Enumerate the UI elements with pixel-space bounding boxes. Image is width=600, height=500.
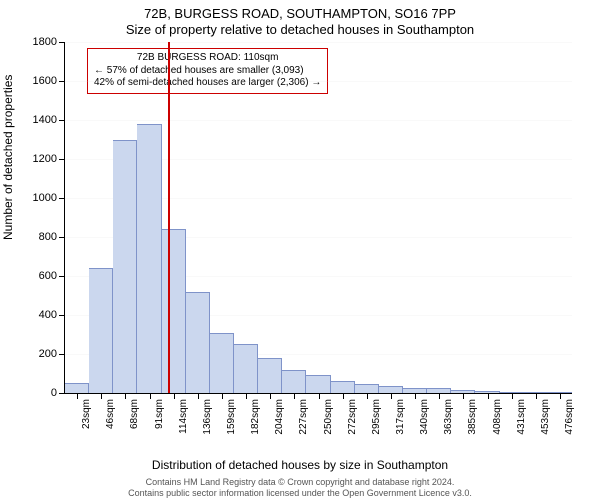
y-tick-label: 800 [39,231,57,243]
x-tick [536,393,537,399]
y-tick-label: 200 [39,348,57,360]
bar [282,370,306,393]
x-tick [343,393,344,399]
gridline [65,81,572,82]
y-tick-label: 1000 [33,192,57,204]
x-tick-label: 340sqm [419,399,430,435]
x-tick-label: 453sqm [540,399,551,435]
x-tick [319,393,320,399]
x-tick [246,393,247,399]
y-tick [59,315,65,316]
y-tick [59,81,65,82]
histogram-chart: 72B, BURGESS ROAD, SOUTHAMPTON, SO16 7PP… [0,0,600,500]
x-tick-label: 476sqm [564,399,575,435]
y-tick [59,120,65,121]
bar [137,124,161,393]
footer-attribution: Contains HM Land Registry data © Crown c… [0,477,600,498]
x-tick [222,393,223,399]
bar [379,386,403,393]
y-tick-label: 0 [51,387,57,399]
x-tick [415,393,416,399]
x-axis-label: Distribution of detached houses by size … [0,458,600,472]
footer-line1: Contains HM Land Registry data © Crown c… [146,477,455,487]
footer-line2: Contains public sector information licen… [128,488,472,498]
y-tick-label: 1600 [33,75,57,87]
x-tick-label: 431sqm [516,399,527,435]
bar [258,358,282,393]
bar [355,384,379,393]
x-tick [463,393,464,399]
x-tick-label: 295sqm [371,399,382,435]
x-tick [512,393,513,399]
y-tick-label: 400 [39,309,57,321]
x-tick-label: 23sqm [81,399,92,429]
x-tick-label: 159sqm [226,399,237,435]
x-tick-label: 250sqm [323,399,334,435]
bar [186,292,210,393]
y-tick-label: 1400 [33,114,57,126]
y-tick [59,276,65,277]
x-tick-label: 408sqm [492,399,503,435]
y-tick [59,42,65,43]
bar [162,229,186,393]
x-tick [77,393,78,399]
x-tick [488,393,489,399]
x-tick-label: 363sqm [443,399,454,435]
x-tick-label: 272sqm [347,399,358,435]
y-tick [59,354,65,355]
bar [210,333,234,393]
marker-line [168,42,170,393]
x-tick [125,393,126,399]
y-tick-label: 600 [39,270,57,282]
x-tick-label: 136sqm [202,399,213,435]
x-tick-label: 46sqm [105,399,116,429]
bar [113,140,137,394]
x-tick [439,393,440,399]
annotation-line2: ← 57% of detached houses are smaller (3,… [94,65,321,78]
x-tick-label: 68sqm [129,399,140,429]
x-tick-label: 114sqm [178,399,189,434]
gridline [65,120,572,121]
y-tick-label: 1800 [33,36,57,48]
annotation-box: 72B BURGESS ROAD: 110sqm ← 57% of detach… [87,48,328,94]
bar [89,268,113,393]
annotation-line3: 42% of semi-detached houses are larger (… [94,77,321,90]
x-tick [294,393,295,399]
annotation-line1: 72B BURGESS ROAD: 110sqm [94,52,321,65]
y-tick [59,159,65,160]
chart-title-line2: Size of property relative to detached ho… [0,22,600,37]
x-tick [391,393,392,399]
x-tick [367,393,368,399]
x-tick [198,393,199,399]
y-tick [59,237,65,238]
chart-title-line1: 72B, BURGESS ROAD, SOUTHAMPTON, SO16 7PP [0,6,600,21]
y-axis-label: Number of detached properties [1,75,15,240]
y-tick [59,198,65,199]
x-tick [270,393,271,399]
x-tick [150,393,151,399]
bar [65,383,89,393]
x-tick-label: 227sqm [298,399,309,435]
x-tick-label: 91sqm [154,399,165,429]
bar [331,381,355,393]
y-tick-label: 1200 [33,153,57,165]
x-tick-label: 204sqm [274,399,285,435]
bar [234,344,258,393]
y-tick [59,393,65,394]
x-tick-label: 385sqm [467,399,478,435]
bar [306,375,330,393]
x-tick [101,393,102,399]
gridline [65,42,572,43]
x-tick [560,393,561,399]
plot-area: 72B BURGESS ROAD: 110sqm ← 57% of detach… [64,42,572,394]
x-tick-label: 182sqm [250,399,261,435]
x-tick-label: 317sqm [395,399,406,435]
x-tick [174,393,175,399]
